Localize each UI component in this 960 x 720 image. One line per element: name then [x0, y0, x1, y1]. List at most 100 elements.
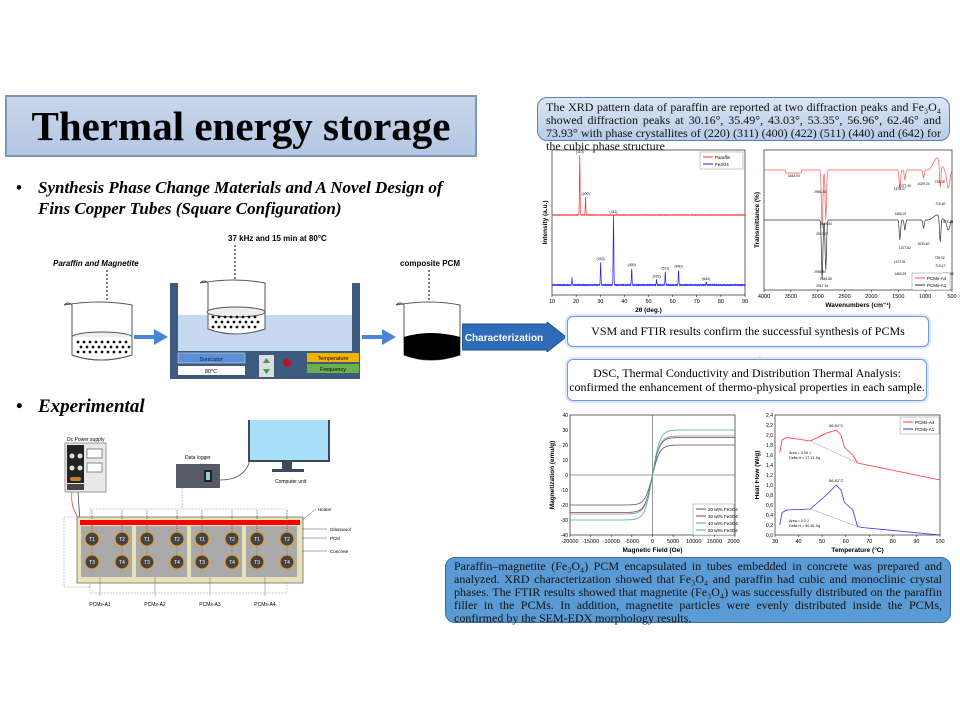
- particle: [247, 325, 251, 329]
- experimental-setup: Dc Power supply Data logger Computer uni…: [63, 420, 351, 608]
- x-tick-label: 30: [772, 539, 778, 545]
- x-tick-label: 80: [718, 299, 724, 305]
- x-tick-label: 1000: [919, 294, 931, 300]
- x-tick-label: 20000: [727, 539, 740, 545]
- vsm-series-line: [570, 429, 735, 521]
- tube-icon: [249, 554, 265, 570]
- x-tick-label: 3000: [812, 294, 824, 300]
- baseline-line: [810, 508, 858, 527]
- peak-annotation: 3444.00: [788, 174, 800, 178]
- x-tick-label: 20: [573, 299, 579, 305]
- peak-annotation: 2917.17: [816, 232, 828, 236]
- peak-annotation: 729.08: [935, 180, 945, 184]
- particle: [115, 345, 119, 349]
- plot-frame: [551, 149, 746, 296]
- particle: [88, 350, 92, 354]
- legend-entry: Fe3O4: [715, 162, 729, 167]
- tube-icon: [139, 554, 155, 570]
- x-tick-label: 4000: [758, 294, 770, 300]
- particle: [91, 345, 95, 349]
- x-tick-label: 90: [742, 299, 748, 305]
- y-tick-label: 0,0: [766, 533, 773, 539]
- y-tick-label: 1,8: [766, 443, 773, 449]
- legend-entry: PCMs-A1: [927, 283, 947, 288]
- peak-annotation: 1460.07: [894, 212, 906, 216]
- synthesis-diagram: Paraffin and Magnetite 37 kHz and 15 min…: [53, 234, 461, 379]
- legend: [911, 272, 951, 291]
- x-tick-label: 2000: [865, 294, 877, 300]
- y-tick-label: 0,4: [766, 513, 773, 519]
- peak-annotation: 1377.82: [899, 246, 911, 250]
- particle: [76, 340, 80, 344]
- x-tick-label: -10000: [603, 539, 620, 545]
- tube-icon: [169, 554, 185, 570]
- peak-annotation: 1033.40: [917, 242, 929, 246]
- x-tick-label: 50: [819, 539, 825, 545]
- particle: [247, 315, 251, 319]
- x-tick-label: 30: [597, 299, 603, 305]
- particle: [79, 345, 83, 349]
- particle: [100, 340, 104, 344]
- y-tick-label: 0,2: [766, 523, 773, 529]
- y-axis-label: Heat Flow (W/g): [755, 451, 761, 500]
- particle: [100, 350, 104, 354]
- peak-annotation: 1029.24: [918, 182, 930, 186]
- peak-annotation: 1472.27: [894, 187, 906, 191]
- sensor-label: T3: [254, 560, 260, 566]
- x-tick-label: 5000: [667, 539, 679, 545]
- start-label: Paraffin and Magnetite: [53, 259, 139, 268]
- magnetite-particles: [76, 340, 131, 354]
- x-tick-label: 3500: [785, 294, 797, 300]
- particle: [82, 350, 86, 354]
- x-tick-label: 10: [549, 299, 555, 305]
- bullet-icon: •: [16, 396, 23, 417]
- tube-icon: [114, 554, 130, 570]
- y-tick-label: 40: [562, 413, 568, 419]
- particle: [211, 315, 215, 319]
- peak-annotation: 570.84: [943, 220, 953, 224]
- bullet-experimental-text: Experimental: [38, 396, 145, 417]
- particle: [118, 350, 122, 354]
- particle: [241, 315, 245, 319]
- bullet-experimental: • Experimental: [16, 396, 145, 417]
- particle: [106, 340, 110, 344]
- magnetite-particles: [211, 315, 260, 329]
- legend-entry: PCMs-A4: [915, 420, 935, 425]
- x-tick-label: 500: [947, 294, 956, 300]
- particle: [223, 315, 227, 319]
- x-tick-label: 70: [694, 299, 700, 305]
- up-down-button[interactable]: [259, 355, 274, 377]
- dsc-series-line: [779, 429, 941, 481]
- y-tick-label: 30: [562, 428, 568, 434]
- sensor-label: T4: [174, 560, 180, 566]
- x-tick-label: 50: [645, 299, 651, 305]
- arrow-icon: [134, 329, 168, 345]
- tube-icon: [279, 554, 295, 570]
- sensor-label: T3: [199, 560, 205, 566]
- x-tick-label: 40: [621, 299, 627, 305]
- arrow-up-down-icon: [263, 358, 270, 374]
- pcm-label: PCM: [330, 536, 340, 541]
- x-tick-label: -15000: [582, 539, 599, 545]
- y-tick-label: 1,6: [766, 453, 773, 459]
- power-supply-icon: [64, 442, 107, 493]
- peak-label: (110): [576, 150, 584, 154]
- data-logger-icon: [176, 464, 220, 488]
- x-tick-label: -20000: [561, 539, 578, 545]
- power-supply-label: Dc Power supply: [67, 437, 105, 443]
- particle: [127, 345, 131, 349]
- area-label: Area = 0.3 J: [789, 519, 809, 523]
- concrete-label: Concrete: [330, 549, 349, 554]
- heater-label: Heater: [318, 507, 332, 512]
- sensor-label: T3: [89, 560, 95, 566]
- beaker-icon: [63, 301, 133, 361]
- delta-h-label: Delta H = 50.26 J/g: [789, 524, 820, 528]
- peak-annotation: 1472.81: [894, 260, 906, 264]
- particle: [85, 345, 89, 349]
- y-tick-label: 10: [562, 458, 568, 464]
- peak-annotation: 1463.29: [894, 272, 906, 276]
- peak-label: (400): [628, 263, 636, 267]
- heater-bar: [80, 520, 300, 525]
- peak-label: (200): [581, 192, 589, 196]
- characterization-arrow: Characterization: [462, 322, 567, 352]
